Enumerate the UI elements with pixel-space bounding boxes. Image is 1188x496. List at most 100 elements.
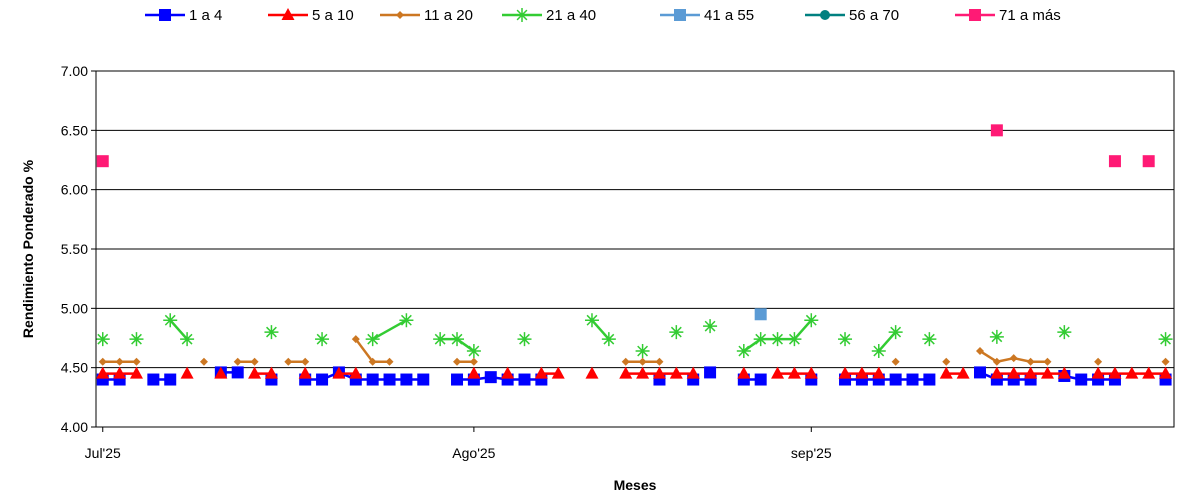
data-point <box>132 357 141 366</box>
data-point <box>754 308 767 321</box>
data-point <box>1043 357 1052 366</box>
legend-entry: 56 a 70 <box>805 7 899 24</box>
data-point <box>315 332 330 347</box>
x-tick-labels: Jul'25 Ago'25 sep'25 <box>85 427 832 461</box>
legend-entry: 41 a 55 <box>660 7 754 24</box>
data-point <box>96 366 110 379</box>
data-point <box>366 373 379 386</box>
data-point <box>264 366 278 379</box>
data-point <box>1108 366 1122 379</box>
data-point <box>1040 366 1054 379</box>
series-layer <box>95 124 1173 386</box>
data-point <box>180 366 194 379</box>
data-point <box>942 357 951 366</box>
x-axis-title: Meses <box>614 477 657 493</box>
data-point <box>250 357 259 366</box>
data-point <box>316 373 329 386</box>
data-point <box>129 366 143 379</box>
data-point <box>163 313 178 328</box>
data-point <box>704 366 717 379</box>
data-point <box>655 357 664 366</box>
data-point <box>1158 332 1173 347</box>
data-point <box>923 373 936 386</box>
legend-label: 56 a 70 <box>849 7 899 24</box>
data-point <box>400 373 413 386</box>
data-point <box>349 366 363 379</box>
data-point <box>301 357 310 366</box>
data-point <box>469 357 478 366</box>
data-point <box>922 332 937 347</box>
data-point <box>180 332 195 347</box>
legend-entry: 1 a 4 <box>145 7 222 24</box>
legend-entry: 11 a 20 <box>380 7 473 24</box>
data-point <box>804 366 818 379</box>
data-point <box>417 373 430 386</box>
data-point <box>450 332 465 347</box>
x-tick-label: Jul'25 <box>85 445 121 461</box>
data-point <box>129 332 144 347</box>
y-tick-label: 5.50 <box>61 241 88 257</box>
data-point <box>990 124 1003 137</box>
series-41-a-55 <box>754 308 767 321</box>
data-point <box>1009 354 1018 363</box>
y-tick-label: 6.00 <box>61 182 88 198</box>
y-axis-title: Rendimiento Ponderado % <box>20 159 36 338</box>
data-point <box>754 373 767 386</box>
data-point <box>635 344 650 359</box>
data-point <box>451 373 464 386</box>
data-point <box>975 347 984 356</box>
data-point <box>621 357 630 366</box>
x-tick-label: Ago'25 <box>452 445 495 461</box>
legend: 1 a 4 5 a 10 11 a 20 21 a 40 41 a 55 56 a 70 7… <box>145 7 1061 24</box>
data-point <box>365 332 380 347</box>
y-tick-label: 4.50 <box>61 360 88 376</box>
data-point <box>551 366 565 379</box>
data-point <box>737 366 751 379</box>
data-point <box>1125 366 1139 379</box>
data-point <box>872 366 886 379</box>
data-point <box>871 344 886 359</box>
data-point <box>1091 366 1105 379</box>
legend-marker <box>159 9 171 21</box>
data-point <box>636 366 650 379</box>
data-point <box>1026 357 1035 366</box>
legend-entry: 5 a 10 <box>268 7 354 24</box>
x-tick-label: sep'25 <box>791 445 832 461</box>
data-point <box>95 332 110 347</box>
legend-marker <box>515 8 529 22</box>
data-point <box>585 366 599 379</box>
data-point <box>753 332 768 347</box>
plot-area-frame <box>95 70 1175 428</box>
legend-marker <box>674 9 686 21</box>
data-point <box>1057 366 1071 379</box>
data-point <box>686 366 700 379</box>
data-point <box>973 366 986 379</box>
data-point <box>787 366 801 379</box>
data-point <box>838 332 853 347</box>
legend-marker <box>969 9 981 21</box>
data-point <box>1142 155 1155 168</box>
data-point <box>383 373 396 386</box>
legend-label: 21 a 40 <box>546 7 596 24</box>
series-line-segment <box>372 319 408 341</box>
data-point <box>214 366 228 379</box>
data-point <box>517 332 532 347</box>
y-tick-label: 4.00 <box>61 419 88 435</box>
data-point <box>1024 366 1038 379</box>
data-point <box>584 313 599 328</box>
data-point <box>1094 357 1103 366</box>
data-point <box>466 344 481 359</box>
data-point <box>652 366 666 379</box>
y-tick-labels: 4.00 4.50 5.00 5.50 6.00 6.50 7.00 <box>61 63 88 435</box>
legend-marker <box>820 10 830 20</box>
y-tick-label: 7.00 <box>61 63 88 79</box>
data-point <box>231 366 244 379</box>
data-point <box>164 373 177 386</box>
data-point <box>467 366 481 379</box>
series-line-segment <box>354 338 374 363</box>
data-point <box>1075 373 1088 386</box>
data-point <box>298 366 312 379</box>
data-point <box>433 332 448 347</box>
data-point <box>888 325 903 340</box>
